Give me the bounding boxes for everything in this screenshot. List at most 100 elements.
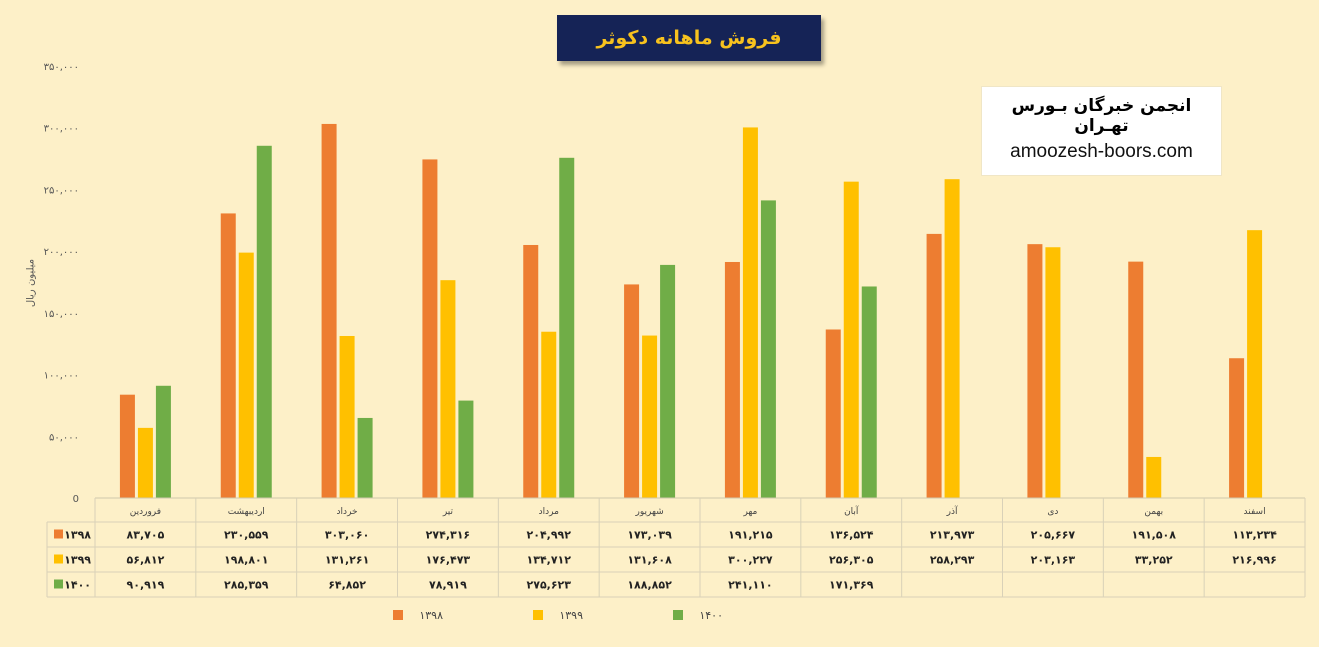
bar bbox=[642, 335, 658, 498]
bar bbox=[660, 264, 676, 498]
table-cell-value: ۲۵۸,۲۹۳ bbox=[930, 554, 975, 567]
y-tick-label: ۵۰,۰۰۰ bbox=[49, 432, 79, 443]
y-tick-label: ۳۰۰,۰۰۰ bbox=[44, 124, 79, 135]
category-label: دی bbox=[1047, 507, 1058, 517]
table-cell-value: ۱۱۳,۲۳۴ bbox=[1232, 529, 1277, 542]
table-series-name: ۱۳۹۹ bbox=[64, 554, 91, 567]
table-cell-value: ۱۹۱,۵۰۸ bbox=[1132, 529, 1177, 542]
y-tick-label: 0 bbox=[73, 494, 79, 505]
y-tick-label: ۳۵۰,۰۰۰ bbox=[44, 62, 79, 73]
table-cell-value: ۲۷۴,۳۱۶ bbox=[426, 529, 470, 542]
category-label: اردیبهشت bbox=[228, 507, 265, 517]
bar bbox=[624, 284, 640, 498]
table-cell-value: ۸۳,۷۰۵ bbox=[127, 529, 165, 542]
y-tick-label: ۲۰۰,۰۰۰ bbox=[44, 247, 79, 258]
table-cell-value: ۱۳۱,۶۰۸ bbox=[627, 554, 672, 567]
category-label: فروردین bbox=[130, 507, 161, 517]
y-tick-label: ۱۵۰,۰۰۰ bbox=[44, 309, 79, 320]
bar bbox=[843, 181, 859, 498]
bar bbox=[1027, 244, 1043, 498]
table-series-name: ۱۳۹۸ bbox=[64, 529, 91, 542]
table-cell-value: ۱۳۱,۲۶۱ bbox=[325, 554, 369, 567]
bar bbox=[541, 331, 557, 498]
bar bbox=[458, 400, 474, 498]
y-tick-label: ۲۵۰,۰۰۰ bbox=[44, 185, 79, 196]
legend-key bbox=[673, 610, 683, 620]
category-label: شهریور bbox=[635, 507, 664, 517]
bar bbox=[339, 335, 355, 498]
legend-key bbox=[533, 610, 543, 620]
table-cell-value: ۲۴۱,۱۱۰ bbox=[728, 579, 772, 592]
bar bbox=[357, 417, 373, 498]
brand-box: انجمن خبرگان بـورس تهـران amoozesh-boors… bbox=[981, 86, 1222, 176]
table-cell-value: ۳۰۰,۲۲۷ bbox=[728, 554, 773, 567]
category-label: مرداد bbox=[539, 507, 559, 517]
bar bbox=[137, 427, 153, 498]
table-cell-value: ۱۳۶,۵۲۴ bbox=[829, 529, 874, 542]
table-series-name: ۱۴۰۰ bbox=[64, 579, 91, 592]
bar bbox=[861, 286, 877, 498]
table-cell-value: ۱۹۸,۸۰۱ bbox=[224, 554, 268, 567]
table-cell-value: ۲۱۶,۹۹۶ bbox=[1232, 554, 1276, 567]
table-cell-value: ۲۱۳,۹۷۳ bbox=[930, 529, 975, 542]
bar bbox=[559, 157, 575, 498]
legend-label: ۱۴۰۰ bbox=[699, 609, 723, 622]
table-legend-key bbox=[54, 554, 63, 564]
legend-label: ۱۳۹۸ bbox=[419, 609, 443, 622]
category-label: آبان bbox=[844, 505, 859, 517]
bar bbox=[1128, 261, 1144, 498]
table-cell-value: ۲۳۰,۵۵۹ bbox=[224, 529, 269, 542]
table-legend-key bbox=[54, 579, 63, 589]
table-cell-value: ۱۳۴,۷۱۲ bbox=[527, 554, 572, 567]
bar bbox=[220, 213, 236, 498]
y-tick-label: ۱۰۰,۰۰۰ bbox=[44, 371, 79, 382]
table-cell-value: ۲۰۴,۹۹۲ bbox=[527, 529, 572, 542]
table-cell-value: ۲۰۵,۶۶۷ bbox=[1031, 529, 1076, 542]
legend-key bbox=[393, 610, 403, 620]
table-cell-value: ۲۰۳,۱۶۳ bbox=[1031, 554, 1076, 567]
bar bbox=[1146, 456, 1162, 498]
bar bbox=[724, 261, 740, 498]
legend-label: ۱۳۹۹ bbox=[559, 609, 583, 622]
bar bbox=[440, 280, 456, 498]
table-legend-key bbox=[54, 529, 63, 539]
category-label: تیر bbox=[442, 507, 454, 517]
table-cell-value: ۱۷۱,۳۶۹ bbox=[829, 579, 874, 592]
bar bbox=[1045, 247, 1061, 498]
table-cell-value: ۲۸۵,۳۵۹ bbox=[224, 579, 269, 592]
brand-url[interactable]: amoozesh-boors.com bbox=[1010, 141, 1193, 162]
bar bbox=[523, 244, 539, 498]
table-cell-value: ۱۹۱,۲۱۵ bbox=[728, 529, 773, 542]
category-label: بهمن bbox=[1144, 507, 1163, 517]
table-cell-value: ۹۰,۹۱۹ bbox=[127, 579, 165, 592]
bar bbox=[760, 200, 776, 498]
bar bbox=[1229, 358, 1245, 498]
bar bbox=[926, 233, 942, 498]
bar bbox=[155, 385, 171, 498]
bar bbox=[944, 179, 960, 499]
bar bbox=[742, 127, 758, 498]
table-cell-value: ۲۵۶,۳۰۵ bbox=[829, 554, 874, 567]
table-cell-value: ۱۸۸,۸۵۲ bbox=[627, 579, 672, 592]
category-label: مهر bbox=[742, 507, 757, 517]
table-cell-value: ۷۸,۹۱۹ bbox=[429, 579, 467, 592]
table-cell-value: ۳۳,۲۵۲ bbox=[1135, 554, 1173, 567]
table-cell-value: ۱۷۳,۰۳۹ bbox=[627, 529, 672, 542]
chart-title: فروش ماهانه دکوثر bbox=[557, 15, 821, 61]
brand-name: انجمن خبرگان بـورس تهـران bbox=[1011, 96, 1192, 136]
table-cell-value: ۶۴,۸۵۲ bbox=[328, 579, 366, 592]
bar bbox=[238, 252, 254, 498]
table-cell-value: ۲۷۵,۶۲۳ bbox=[527, 579, 572, 592]
bar bbox=[422, 159, 438, 498]
table-cell-value: ۱۷۶,۴۷۳ bbox=[426, 554, 471, 567]
category-label: آذر bbox=[946, 505, 958, 517]
bar bbox=[119, 394, 135, 498]
table-cell-value: ۳۰۳,۰۶۰ bbox=[325, 529, 369, 542]
bar bbox=[825, 329, 841, 498]
category-label: اسفند bbox=[1244, 507, 1266, 517]
bar bbox=[1247, 230, 1263, 499]
bar bbox=[256, 145, 272, 498]
bar bbox=[321, 123, 337, 498]
table-cell-value: ۵۶,۸۱۲ bbox=[127, 554, 165, 567]
